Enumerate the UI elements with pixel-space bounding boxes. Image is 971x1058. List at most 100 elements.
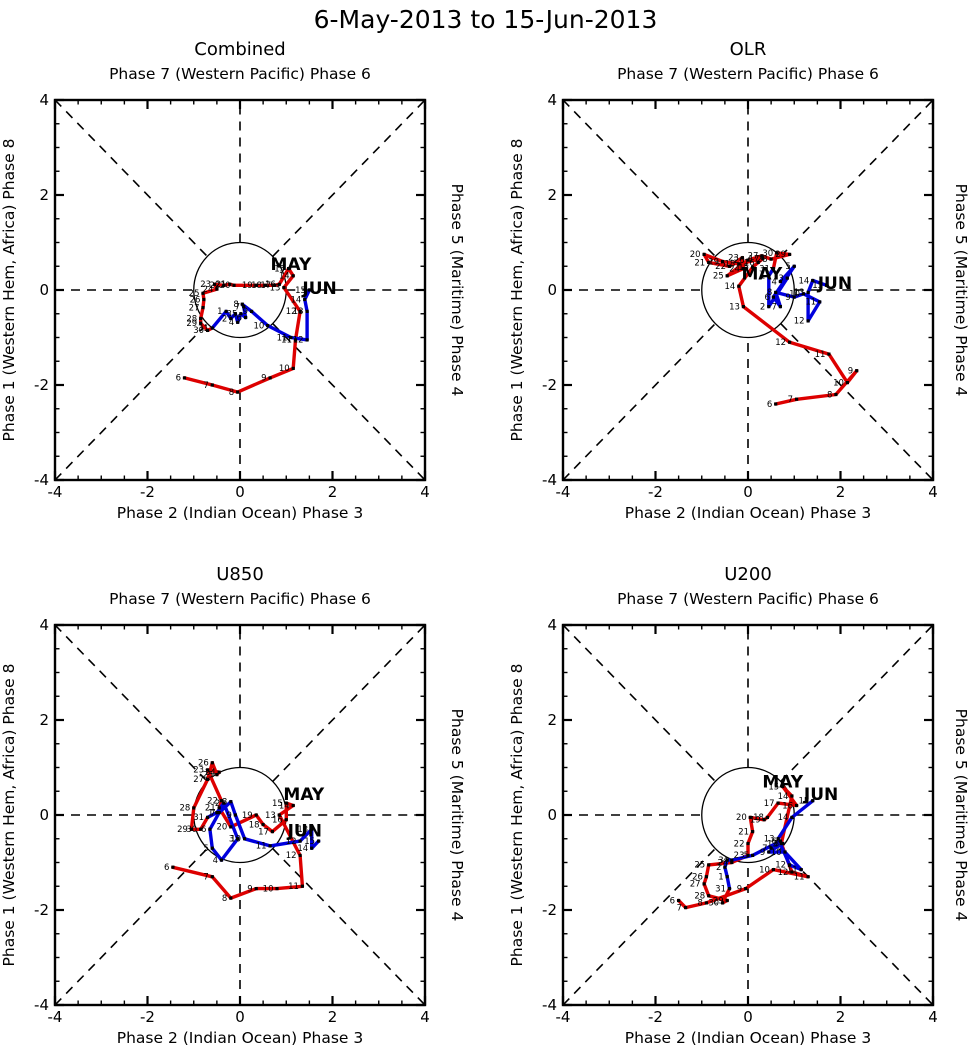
- day-marker: [206, 777, 210, 781]
- x-tick-label: 2: [328, 1008, 338, 1026]
- day-label: 28: [757, 255, 768, 265]
- day-label: 7: [203, 873, 208, 883]
- day-label: 14: [798, 276, 809, 286]
- day-marker: [208, 827, 212, 831]
- guide-line: [562, 624, 716, 782]
- day-label: 6: [176, 374, 181, 384]
- day-label: 14: [290, 295, 301, 305]
- day-marker: [284, 801, 288, 805]
- day-label: 10: [263, 884, 274, 894]
- day-marker: [740, 256, 744, 260]
- day-marker: [767, 274, 771, 278]
- y-tick-label: -2: [34, 376, 49, 394]
- day-marker: [730, 860, 734, 865]
- day-marker: [233, 813, 237, 817]
- day-label: 1: [217, 307, 222, 317]
- panel-combined: 6789101112131415161718192021222324252627…: [0, 39, 466, 522]
- day-label: 3: [229, 835, 234, 845]
- day-marker: [818, 300, 822, 304]
- day-marker: [788, 252, 792, 256]
- x-tick-label: 0: [743, 483, 753, 501]
- day-marker: [291, 803, 295, 808]
- day-marker: [192, 806, 196, 810]
- day-marker: [825, 283, 829, 287]
- guide-line: [54, 624, 208, 782]
- day-label: 10: [833, 378, 844, 388]
- day-marker: [284, 818, 288, 822]
- day-label: 11: [815, 350, 826, 360]
- day-marker: [785, 276, 789, 280]
- y-tick-label: -4: [542, 471, 557, 489]
- day-marker: [210, 761, 214, 765]
- day-marker: [240, 302, 244, 306]
- x-tick-label: 4: [420, 1008, 430, 1026]
- day-marker: [229, 316, 233, 321]
- day-marker: [303, 297, 307, 302]
- x-tick-label: 4: [420, 483, 430, 501]
- day-label: 8: [697, 899, 702, 909]
- day-label: 12: [286, 307, 297, 317]
- day-label: 20: [736, 813, 747, 823]
- x-tick-label: 0: [743, 1008, 753, 1026]
- day-marker: [783, 850, 787, 854]
- guide-line: [562, 99, 716, 257]
- day-label: 26: [692, 873, 703, 883]
- day-marker: [704, 875, 708, 879]
- day-label: 25: [203, 770, 214, 780]
- day-marker: [771, 295, 775, 299]
- day-marker: [746, 841, 750, 846]
- day-label: 12: [778, 868, 789, 878]
- month-label-jun: JUN: [287, 821, 322, 841]
- day-label: 16: [744, 258, 755, 268]
- month-label-jun: JUN: [803, 785, 838, 805]
- day-marker: [806, 875, 810, 879]
- guide-line: [272, 624, 426, 782]
- day-label: 3: [226, 310, 231, 320]
- day-label: 29: [177, 825, 188, 835]
- day-marker: [210, 875, 214, 879]
- day-label: 15: [295, 286, 306, 296]
- y-tick-label: 2: [39, 186, 49, 204]
- day-marker: [684, 906, 688, 910]
- day-marker: [287, 267, 291, 271]
- day-label: 15: [304, 837, 315, 847]
- day-marker: [275, 887, 279, 891]
- day-label: 9: [848, 367, 853, 377]
- day-label: 13: [767, 839, 778, 849]
- top-axis-label: Phase 7 (Western Pacific) Phase 6: [617, 590, 879, 608]
- day-marker: [790, 794, 794, 798]
- top-axis-label: Phase 7 (Western Pacific) Phase 6: [109, 65, 371, 83]
- day-marker: [778, 279, 782, 284]
- day-label: 6: [670, 896, 675, 906]
- top-axis-label: Phase 7 (Western Pacific) Phase 6: [617, 65, 879, 83]
- day-label: 12: [775, 861, 786, 871]
- day-marker: [721, 901, 725, 905]
- x-tick-label: -4: [48, 1008, 63, 1026]
- day-marker: [266, 324, 270, 328]
- x-tick-label: 4: [928, 1008, 938, 1026]
- day-marker: [273, 283, 277, 287]
- day-marker: [767, 850, 771, 854]
- day-label: 10: [230, 835, 241, 845]
- day-label: 13: [794, 288, 805, 298]
- day-label: 1: [208, 808, 213, 818]
- day-marker: [771, 868, 775, 872]
- day-label: 23: [728, 254, 739, 264]
- day-marker: [232, 283, 236, 287]
- day-marker: [305, 338, 309, 342]
- day-marker: [727, 887, 732, 891]
- day-label: 9: [261, 374, 266, 384]
- day-label: 15: [812, 281, 823, 291]
- month-label-jun: JUN: [301, 279, 336, 299]
- day-marker: [781, 784, 785, 789]
- day-marker: [725, 875, 729, 879]
- day-label: 8: [767, 288, 772, 298]
- day-marker: [236, 390, 240, 394]
- day-marker: [751, 265, 755, 269]
- day-label: 6: [201, 825, 206, 835]
- day-label: 21: [205, 804, 216, 814]
- day-marker: [219, 799, 224, 803]
- day-label: 4: [771, 277, 776, 287]
- day-label: 16: [782, 801, 793, 811]
- guide-line: [272, 99, 426, 257]
